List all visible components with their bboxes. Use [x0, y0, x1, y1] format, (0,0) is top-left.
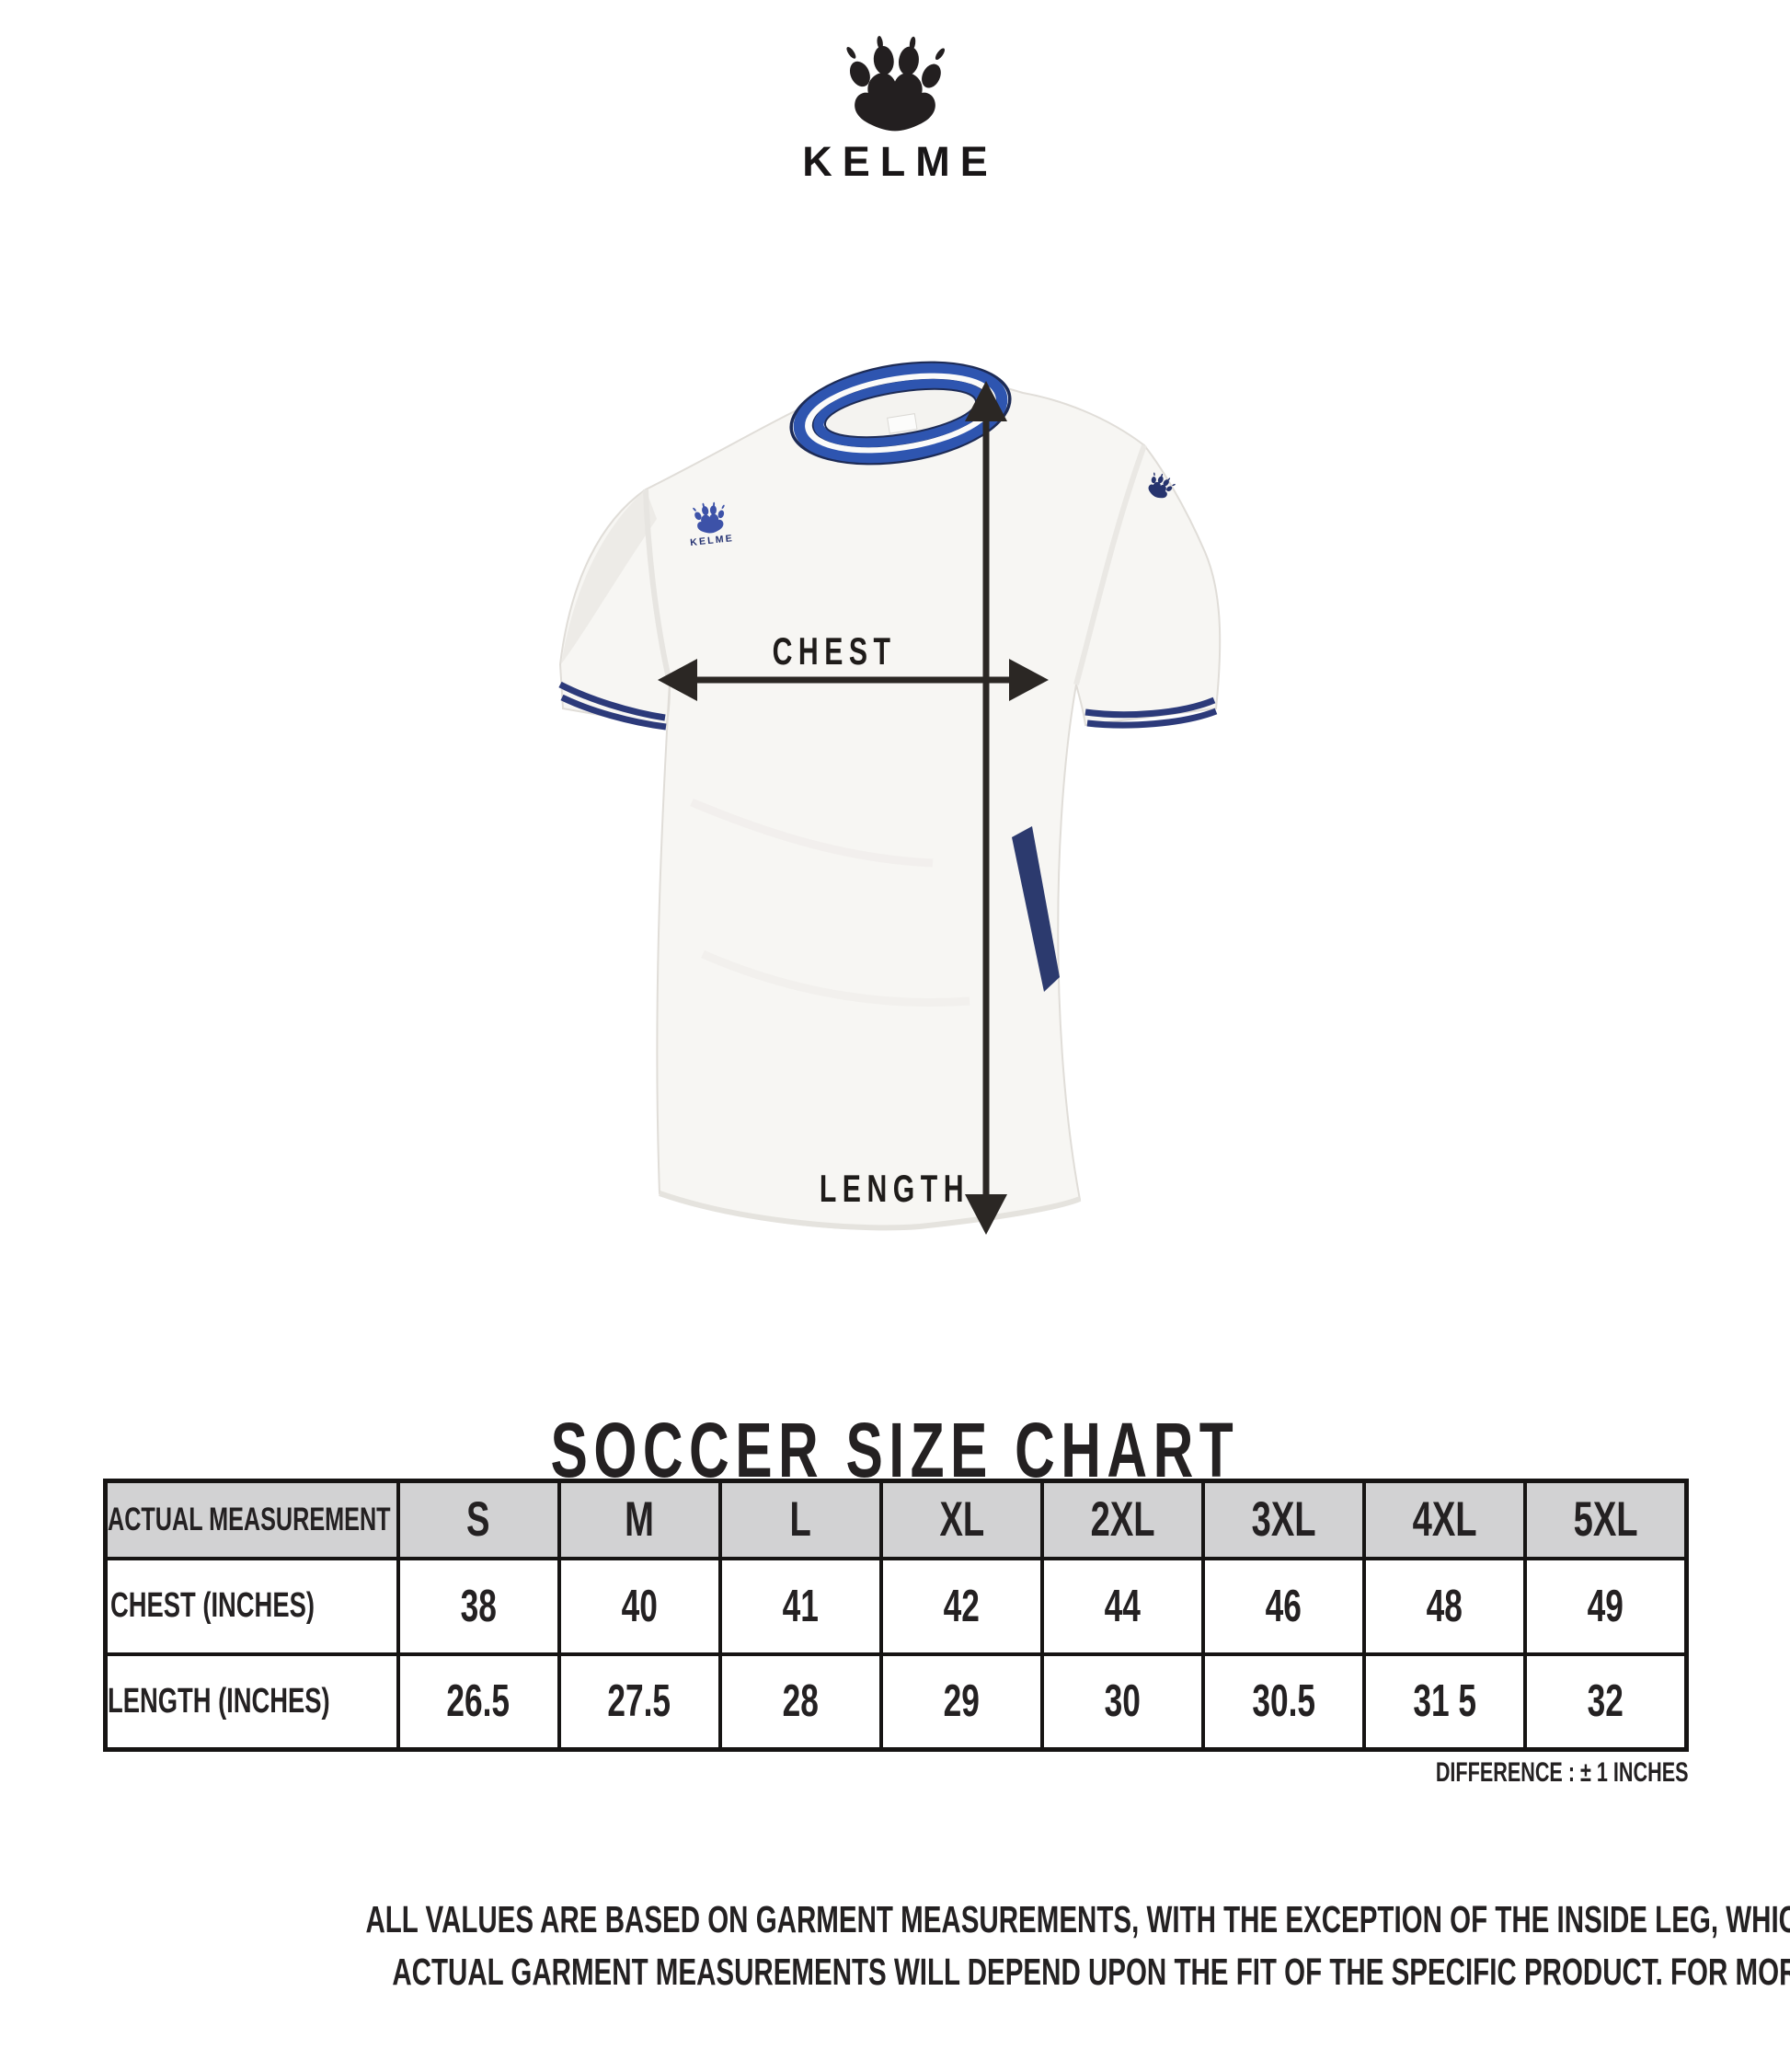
right-cuff-stripes: [1084, 696, 1218, 729]
size-table-header-row: ACTUAL MEASUREMENT S M L XL 2XL 3XL 4XL …: [103, 1479, 1689, 1560]
header-actual-measurement: ACTUAL MEASUREMENT: [103, 1479, 400, 1560]
size-cell: 32: [1523, 1652, 1689, 1752]
size-col-header: 4XL: [1362, 1479, 1528, 1560]
size-cell: 42: [878, 1556, 1044, 1656]
size-cell: 26.5: [396, 1652, 561, 1752]
size-cell: 48: [1362, 1556, 1528, 1656]
size-table: ACTUAL MEASUREMENT S M L XL 2XL 3XL 4XL …: [103, 1479, 1689, 1752]
size-col-header: L: [717, 1479, 883, 1560]
size-cell: 40: [557, 1556, 722, 1656]
size-col-header: M: [557, 1479, 722, 1560]
shirt-chest-logo-text: KELME: [690, 533, 735, 548]
size-col-header: 2XL: [1039, 1479, 1206, 1560]
size-cell: 28: [717, 1652, 883, 1752]
chest-label: CHEST: [773, 629, 897, 673]
size-cell: 41: [717, 1556, 883, 1656]
size-cell: 30: [1039, 1652, 1206, 1752]
size-cell: 29: [878, 1652, 1044, 1752]
size-cell: 46: [1201, 1556, 1367, 1656]
size-cell: 49: [1523, 1556, 1689, 1656]
length-arrow: [965, 381, 1007, 1235]
size-col-header: 5XL: [1523, 1479, 1689, 1560]
size-cell: 38: [396, 1556, 561, 1656]
footer-line-2: ACTUAL GARMENT MEASUREMENTS WILL DEPEND …: [392, 1951, 1790, 1993]
row-label-chest: CHEST (INCHES): [103, 1556, 400, 1656]
kelme-wordmark: KELME: [802, 138, 998, 185]
footer-note: ALL VALUES ARE BASED ON GARMENT MEASUREM…: [0, 1894, 1790, 1998]
size-cell: 31 5: [1362, 1652, 1528, 1752]
size-col-header: S: [396, 1479, 561, 1560]
brand-header: KELME: [0, 31, 1790, 186]
length-row: LENGTH (INCHES) 26.5 27.5 28 29 30 30.5 …: [103, 1652, 1689, 1752]
chest-row: CHEST (INCHES) 38 40 41 42 44 46 48 49: [103, 1556, 1689, 1656]
footer-line-1: ALL VALUES ARE BASED ON GARMENT MEASUREM…: [365, 1898, 1790, 1940]
left-cuff-stripes: [558, 681, 667, 731]
kelme-paw-logo-icon: [844, 35, 947, 132]
shirt-chest-logo: KELME: [690, 501, 735, 548]
side-stripe: [1012, 826, 1060, 992]
shirt-diagram: KELME CHEST LENGTH: [558, 361, 1222, 1235]
length-label: LENGTH: [820, 1167, 970, 1210]
measurement-note: DIFFERENCE : ± 1 INCHES: [1436, 1757, 1689, 1788]
shirt-illustration: KELME CHEST LENGTH: [508, 361, 1293, 1246]
size-col-header: XL: [878, 1479, 1044, 1560]
size-cell: 30.5: [1201, 1652, 1367, 1752]
tshirt-body: [558, 368, 1222, 1231]
chest-arrow: [658, 659, 1049, 701]
size-cell: 27.5: [557, 1652, 722, 1752]
size-col-header: 3XL: [1201, 1479, 1367, 1560]
row-label-length: LENGTH (INCHES): [103, 1652, 400, 1752]
size-cell: 44: [1039, 1556, 1206, 1656]
